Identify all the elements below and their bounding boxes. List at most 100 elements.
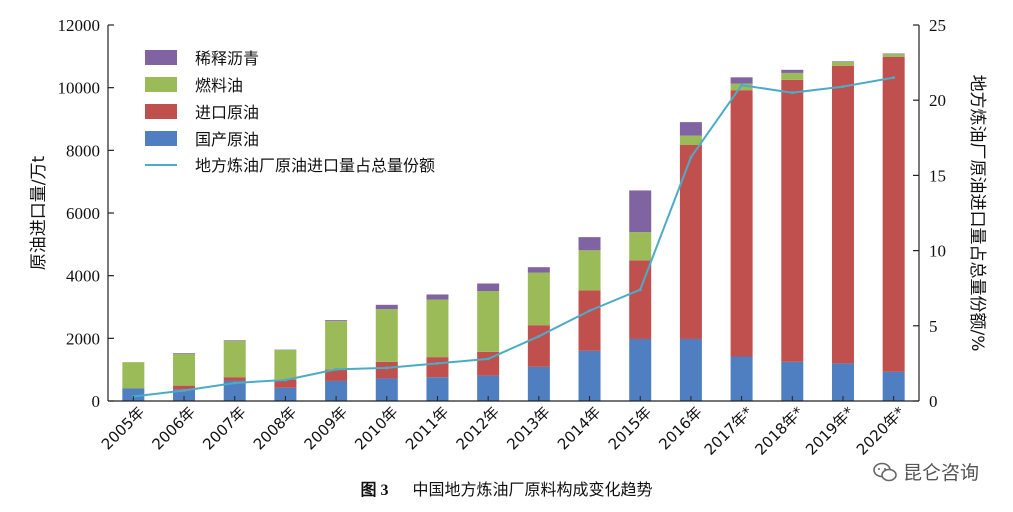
figure-caption: 图 3 中国地方炼油厂原料构成变化趋势 xyxy=(0,476,1013,500)
bar-1-14 xyxy=(831,65,854,364)
bar-2-1 xyxy=(173,353,196,386)
bar-group xyxy=(122,53,905,401)
legend-label-3: 国产原油 xyxy=(195,130,259,149)
bar-1-11 xyxy=(679,145,702,339)
x-tick-label-11: 2016年 xyxy=(655,403,705,453)
bar-0-14 xyxy=(831,363,854,401)
bar-2-8 xyxy=(527,272,550,326)
axes xyxy=(107,24,920,402)
x-tick-label-2: 2007年 xyxy=(199,403,249,453)
watermark: 昆仑咨询 xyxy=(873,458,979,485)
y2-tick-label-5: 25 xyxy=(929,16,946,35)
bar-0-11 xyxy=(679,338,702,401)
bar-0-0 xyxy=(122,388,145,401)
y-tick-label-2: 4000 xyxy=(66,267,100,286)
bar-0-15 xyxy=(882,371,905,401)
x-tick-label-3: 2008年 xyxy=(250,403,300,453)
x-tick-label-1: 2006年 xyxy=(149,403,199,453)
bar-2-13 xyxy=(781,72,804,80)
wechat-icon xyxy=(873,462,897,481)
y-axis-title: 原油进口量/万t xyxy=(29,155,49,270)
bar-1-10 xyxy=(629,260,652,339)
y-tick-label-0: 0 xyxy=(92,392,101,411)
legend-label-0: 稀释沥青 xyxy=(195,49,259,68)
legend-swatch-2 xyxy=(145,104,177,119)
bar-3-7 xyxy=(477,283,500,292)
bar-0-7 xyxy=(477,375,500,401)
share-point-2 xyxy=(233,381,237,385)
y2-tick-label-2: 10 xyxy=(929,242,946,261)
share-line xyxy=(133,76,894,398)
bar-1-15 xyxy=(882,56,905,372)
y-tick-label-5: 10000 xyxy=(58,79,101,98)
share-point-9 xyxy=(588,309,592,313)
legend-swatch-1 xyxy=(145,77,177,92)
x-tick-label-5: 2010年 xyxy=(351,403,401,453)
legend-swatch-3 xyxy=(145,131,177,146)
bar-2-2 xyxy=(223,340,246,378)
share-point-6 xyxy=(435,361,439,365)
bar-1-8 xyxy=(527,325,550,367)
bar-1-7 xyxy=(477,351,500,376)
share-point-11 xyxy=(689,155,693,159)
share-point-13 xyxy=(790,91,794,95)
bar-0-12 xyxy=(730,356,753,401)
bar-3-11 xyxy=(679,122,702,136)
x-tick-label-12: 2017年* xyxy=(701,403,757,459)
y-tick-label-4: 8000 xyxy=(66,141,100,160)
figure-number: 图 3 xyxy=(360,482,389,499)
bar-2-3 xyxy=(274,349,297,380)
bar-0-4 xyxy=(325,380,348,401)
share-point-5 xyxy=(385,366,389,370)
x-tick-label-15: 2020年* xyxy=(853,403,909,459)
bar-1-1 xyxy=(173,385,196,390)
bar-0-2 xyxy=(223,380,246,401)
x-tick-label-13: 2018年* xyxy=(751,403,807,459)
bar-0-1 xyxy=(173,389,196,401)
bar-3-15 xyxy=(882,53,905,55)
share-point-12 xyxy=(740,83,744,87)
bar-1-2 xyxy=(223,377,246,381)
bar-2-7 xyxy=(477,291,500,352)
y2-tick-label-3: 15 xyxy=(929,166,946,185)
share-point-4 xyxy=(334,367,338,371)
bar-0-13 xyxy=(781,361,804,401)
x-tick-label-14: 2019年* xyxy=(802,403,858,459)
y2-tick-label-4: 20 xyxy=(929,91,946,110)
bar-2-5 xyxy=(375,309,398,362)
share-point-15 xyxy=(892,76,896,80)
share-point-7 xyxy=(486,357,490,361)
bar-2-14 xyxy=(831,61,854,66)
x-tick-label-9: 2014年 xyxy=(554,403,604,453)
watermark-text: 昆仑咨询 xyxy=(902,462,979,484)
bar-0-6 xyxy=(426,377,449,401)
bar-3-12 xyxy=(730,77,753,84)
legend-swatch-0 xyxy=(145,50,177,65)
bar-2-0 xyxy=(122,362,145,389)
bar-1-6 xyxy=(426,357,449,378)
y2-axis-title: 地方炼油厂原油进口量占总量份额/% xyxy=(967,75,987,352)
bar-3-2 xyxy=(223,340,246,341)
x-tick-label-10: 2015年 xyxy=(605,403,655,453)
bar-3-9 xyxy=(578,237,601,251)
bar-3-1 xyxy=(173,353,196,354)
bar-1-9 xyxy=(578,290,601,351)
bar-1-13 xyxy=(781,79,804,362)
y2-tick-label-0: 0 xyxy=(929,392,938,411)
bar-2-10 xyxy=(629,232,652,261)
bar-1-3 xyxy=(274,379,297,388)
share-line-group xyxy=(131,76,896,398)
bar-3-5 xyxy=(375,304,398,310)
share-point-8 xyxy=(537,334,541,338)
bar-1-4 xyxy=(325,369,348,381)
bar-3-14 xyxy=(831,61,854,62)
bar-0-5 xyxy=(375,378,398,401)
x-tick-label-6: 2011年 xyxy=(402,403,452,453)
x-tick-label-7: 2012年 xyxy=(453,403,503,453)
bar-3-4 xyxy=(325,320,348,322)
bar-3-10 xyxy=(629,190,652,233)
share-point-10 xyxy=(638,288,642,292)
figure-caption-text: 中国地方炼油厂原料构成变化趋势 xyxy=(412,480,653,499)
y-tick-label-1: 2000 xyxy=(66,329,100,348)
